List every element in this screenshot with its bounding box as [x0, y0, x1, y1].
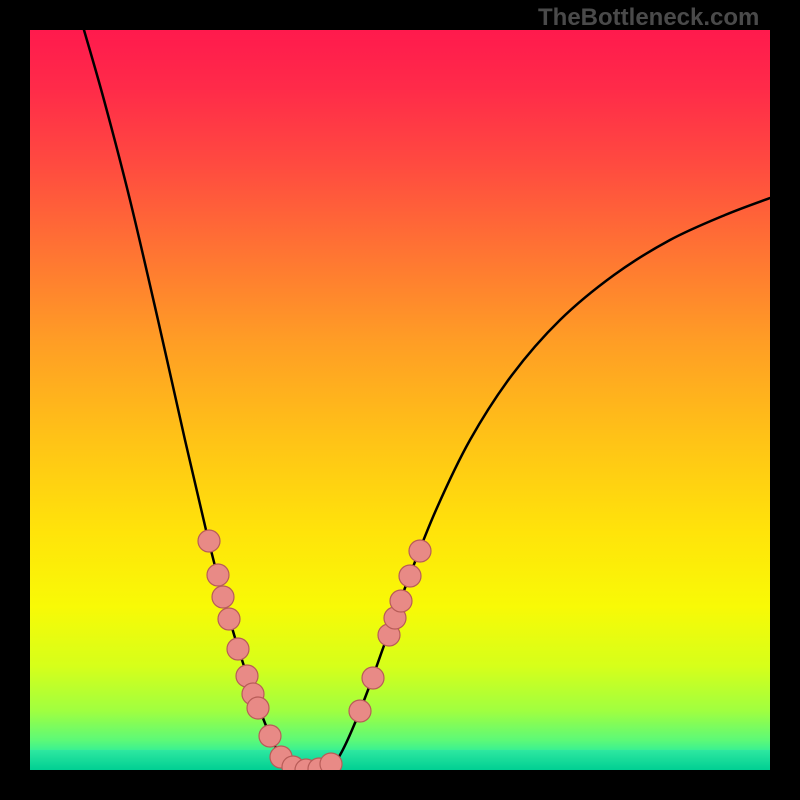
- data-marker: [227, 638, 249, 660]
- data-marker: [218, 608, 240, 630]
- chart-plot-area: [30, 30, 770, 770]
- data-marker: [259, 725, 281, 747]
- data-marker: [198, 530, 220, 552]
- data-marker: [362, 667, 384, 689]
- data-marker: [207, 564, 229, 586]
- data-marker: [247, 697, 269, 719]
- watermark-text: TheBottleneck.com: [538, 4, 759, 32]
- gradient-background: [30, 30, 770, 770]
- data-marker: [409, 540, 431, 562]
- chart-svg: [30, 30, 770, 770]
- data-marker: [390, 590, 412, 612]
- data-marker: [320, 753, 342, 770]
- data-marker: [349, 700, 371, 722]
- data-marker: [399, 565, 421, 587]
- green-bottom-strip: [30, 750, 770, 770]
- data-marker: [212, 586, 234, 608]
